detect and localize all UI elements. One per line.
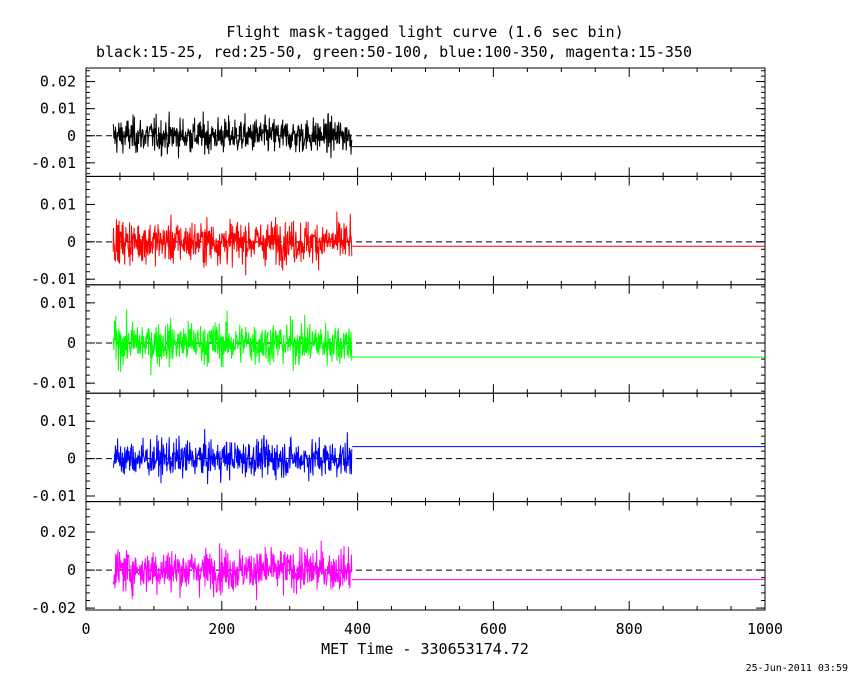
chart-subtitle: black:15-25, red:25-50, green:50-100, bl…: [96, 43, 692, 61]
panel-15-25: -0.01 0 0.01 0.02: [31, 67, 766, 177]
y-tick-label: -0.01: [31, 487, 76, 505]
x-axis-label: MET Time - 330653174.72: [321, 640, 529, 658]
panel-25-50: -0.01 0 0.01: [31, 175, 766, 288]
y-tick-label: 0: [67, 233, 76, 251]
y-tick-label: 0.01: [40, 100, 76, 118]
y-tick-label: -0.01: [31, 374, 76, 392]
y-tick-label: 0: [67, 334, 76, 352]
x-tick-label: 800: [616, 620, 643, 638]
y-tick-label: 0.02: [40, 523, 76, 541]
y-tick-label: 0.02: [40, 73, 76, 91]
y-tick-label: 0: [67, 127, 76, 145]
y-tick-label: 0.01: [40, 412, 76, 430]
x-tick-label: 600: [480, 620, 507, 638]
panel-50-100: -0.01 0 0.01: [31, 284, 766, 394]
y-tick-label: 0: [67, 450, 76, 468]
y-tick-label: 0: [67, 561, 76, 579]
panel-frame: [85, 501, 766, 611]
panels-group: -0.01 0 0.01 0.02 -0.01 0 0.01 -0.01 0 0.01 -0.01 0…: [31, 67, 766, 617]
panel-15-350: -0.02 0 0.02: [31, 501, 766, 617]
curve-100-350: [112, 428, 353, 485]
chart-title: Flight mask-tagged light curve (1.6 sec …: [226, 23, 623, 41]
curve-25-50: [112, 211, 353, 276]
y-tick-label: -0.02: [31, 599, 76, 617]
x-tick-label: 200: [208, 620, 235, 638]
y-tick-label: 0.01: [40, 294, 76, 312]
panel-frame: [85, 175, 766, 286]
x-axis: 0 200 400 600 800 1000: [81, 620, 783, 638]
curve-15-25: [112, 111, 353, 159]
panel-frame: [85, 67, 766, 177]
x-tick-label: 400: [344, 620, 371, 638]
x-tick-label: 1000: [747, 620, 783, 638]
timestamp: 25-Jun-2011 03:59: [746, 663, 848, 674]
y-tick-label: -0.01: [31, 270, 76, 288]
curve-15-350: [112, 540, 353, 601]
x-tick-label: 0: [81, 620, 90, 638]
curve-50-100: [112, 309, 353, 376]
y-tick-label: 0.01: [40, 195, 76, 213]
panel-100-350: -0.01 0 0.01: [31, 392, 766, 505]
y-tick-label: -0.01: [31, 154, 76, 172]
